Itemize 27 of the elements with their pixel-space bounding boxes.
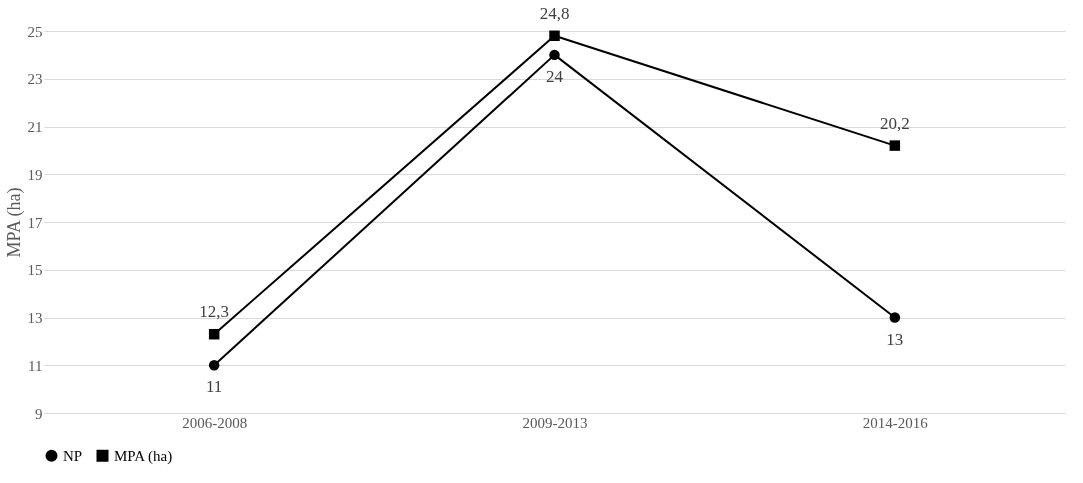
- data-label: 20,2: [879, 113, 910, 133]
- y-tick-label: 23: [27, 71, 43, 88]
- y-tick-label: 19: [27, 166, 43, 183]
- point: [208, 360, 220, 371]
- data-label: 13: [886, 329, 904, 349]
- point: [208, 328, 220, 340]
- x-tick-label: 2009-2013: [522, 414, 588, 431]
- y-tick-label: 21: [27, 119, 43, 135]
- point: [889, 312, 901, 323]
- x-tick-label: 2006-2008: [182, 414, 248, 431]
- y-axis-title: MPA (ha): [3, 187, 25, 258]
- y-tick-label: 25: [27, 23, 43, 40]
- legend-label: NP: [63, 447, 83, 464]
- point: [549, 49, 560, 61]
- y-tick-label: 17: [27, 214, 43, 231]
- x-tick-label: 2014-2016: [862, 414, 929, 431]
- point: [549, 30, 560, 42]
- y-tick-label: 15: [27, 262, 43, 279]
- data-label: 24,8: [539, 3, 570, 23]
- point: [889, 140, 901, 151]
- y-tick-label: 13: [27, 310, 43, 326]
- data-label: 24: [546, 66, 564, 86]
- data-label: 12,3: [199, 302, 230, 322]
- y-tick-label: 9: [35, 405, 43, 422]
- legend-label: MPA (ha): [114, 447, 173, 465]
- y-tick-label: 11: [28, 357, 43, 374]
- data-label: 11: [205, 377, 223, 397]
